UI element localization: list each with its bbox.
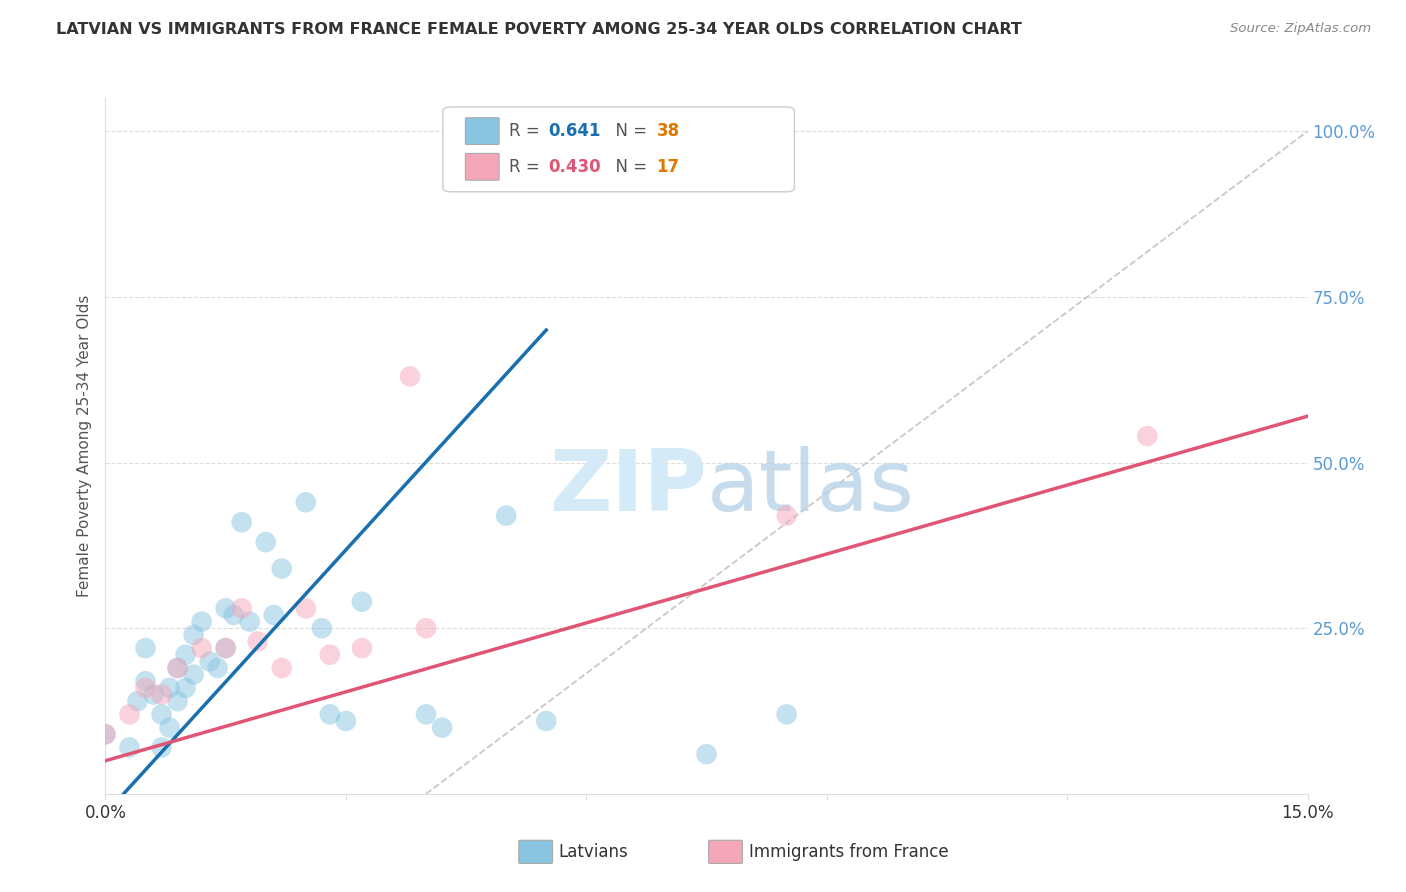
Point: [350, 641, 373, 656]
Text: atlas: atlas: [707, 446, 914, 529]
Point: [415, 707, 437, 722]
Point: [534, 714, 557, 728]
Point: [263, 607, 285, 622]
Text: 0.641: 0.641: [548, 122, 600, 140]
Point: [319, 648, 342, 662]
Point: [254, 535, 277, 549]
Point: [776, 508, 799, 523]
Text: ZIP: ZIP: [548, 446, 707, 529]
Point: [135, 674, 157, 689]
Text: N =: N =: [605, 122, 652, 140]
Point: [214, 601, 236, 615]
Point: [135, 641, 157, 656]
Point: [150, 740, 173, 755]
Point: [174, 648, 197, 662]
Point: [118, 707, 141, 722]
Point: [166, 661, 188, 675]
Point: [231, 515, 253, 529]
Point: [183, 628, 205, 642]
Point: [415, 621, 437, 635]
Point: [239, 615, 262, 629]
Point: [159, 721, 181, 735]
Point: [231, 601, 253, 615]
Point: [399, 369, 422, 384]
Text: LATVIAN VS IMMIGRANTS FROM FRANCE FEMALE POVERTY AMONG 25-34 YEAR OLDS CORRELATI: LATVIAN VS IMMIGRANTS FROM FRANCE FEMALE…: [56, 22, 1022, 37]
Text: Source: ZipAtlas.com: Source: ZipAtlas.com: [1230, 22, 1371, 36]
Point: [150, 688, 173, 702]
Point: [319, 707, 342, 722]
Point: [350, 595, 373, 609]
Point: [198, 654, 221, 668]
Point: [311, 621, 333, 635]
Text: Immigrants from France: Immigrants from France: [749, 843, 949, 861]
Point: [118, 740, 141, 755]
Point: [495, 508, 517, 523]
Point: [214, 641, 236, 656]
Point: [159, 681, 181, 695]
Point: [776, 707, 799, 722]
Text: R =: R =: [509, 158, 546, 176]
Point: [1136, 429, 1159, 443]
Point: [174, 681, 197, 695]
Point: [183, 667, 205, 681]
Point: [214, 641, 236, 656]
Point: [270, 561, 292, 575]
Point: [150, 707, 173, 722]
Point: [295, 495, 318, 509]
Point: [270, 661, 292, 675]
Point: [94, 727, 117, 741]
Text: R =: R =: [509, 122, 546, 140]
Point: [295, 601, 318, 615]
Point: [246, 634, 269, 648]
Point: [190, 641, 212, 656]
Point: [335, 714, 357, 728]
Point: [222, 607, 245, 622]
Point: [696, 747, 718, 761]
Text: 17: 17: [657, 158, 679, 176]
Point: [207, 661, 229, 675]
Text: 0.430: 0.430: [548, 158, 600, 176]
Point: [166, 661, 188, 675]
Point: [135, 681, 157, 695]
Point: [190, 615, 212, 629]
Text: 38: 38: [657, 122, 679, 140]
Point: [166, 694, 188, 708]
Point: [127, 694, 149, 708]
Text: N =: N =: [605, 158, 652, 176]
Y-axis label: Female Poverty Among 25-34 Year Olds: Female Poverty Among 25-34 Year Olds: [76, 295, 91, 597]
Point: [430, 721, 453, 735]
Point: [142, 688, 165, 702]
Point: [94, 727, 117, 741]
Text: Latvians: Latvians: [558, 843, 628, 861]
